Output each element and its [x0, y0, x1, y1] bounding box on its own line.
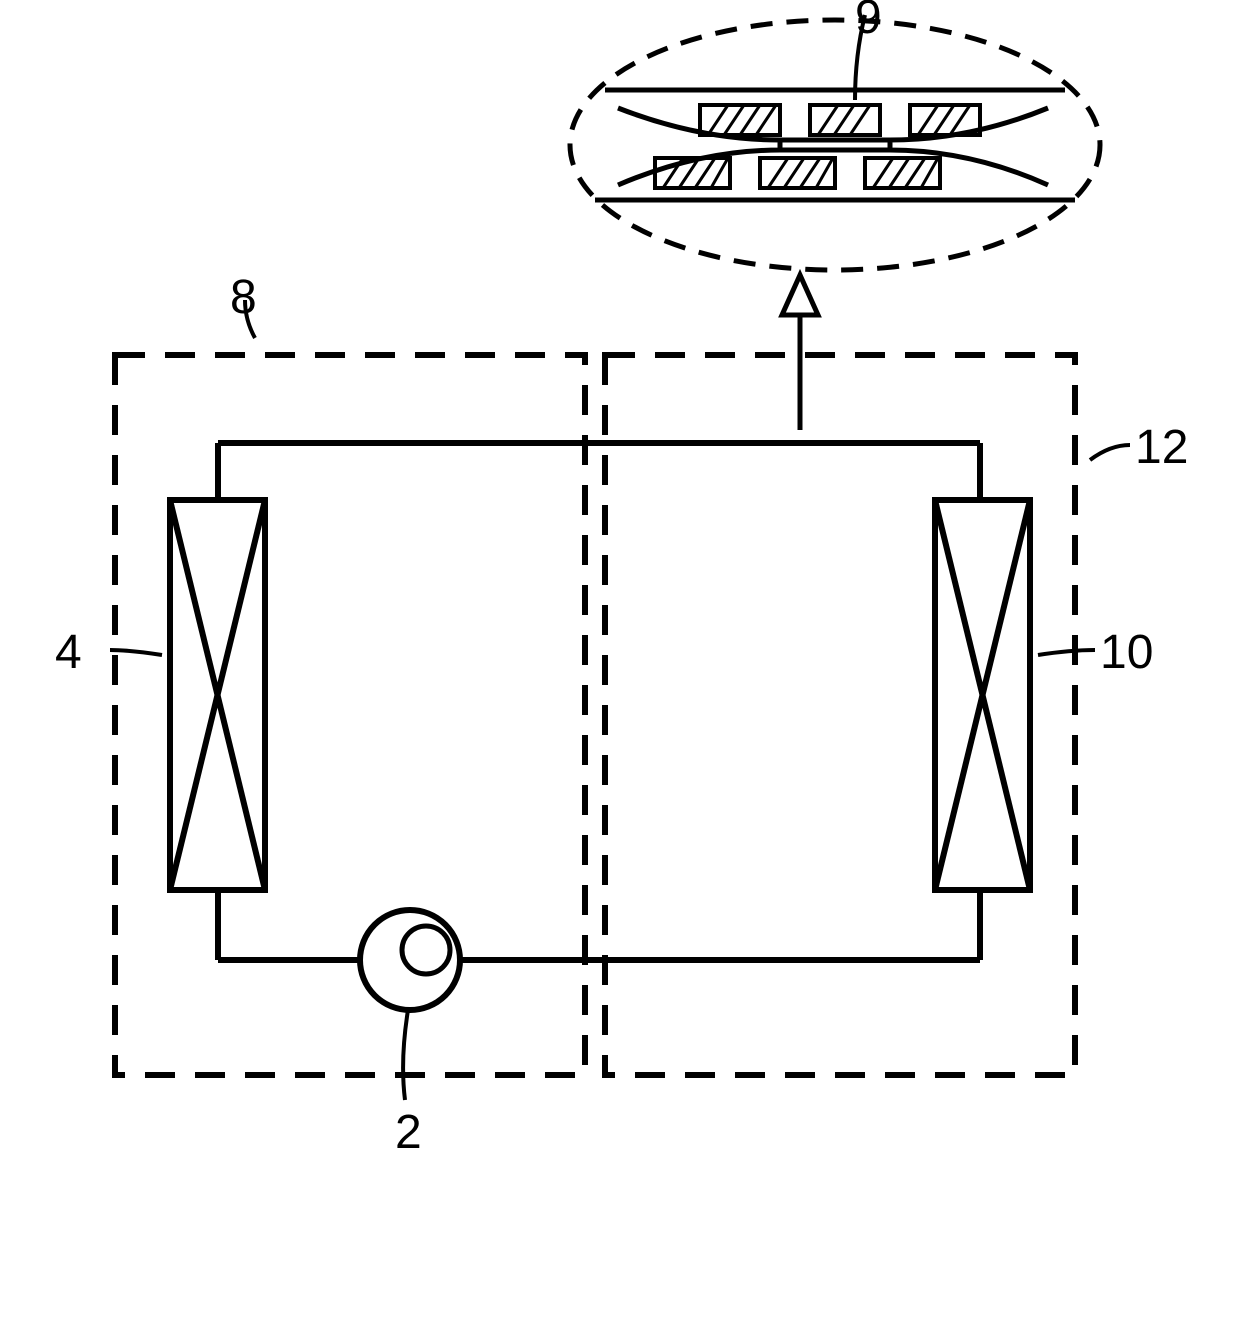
label-8: 8 [230, 270, 257, 325]
label-2: 2 [395, 1105, 422, 1160]
callout-arrow-head [782, 275, 818, 315]
label-10: 10 [1100, 625, 1153, 680]
diagram-svg [0, 0, 1260, 1312]
detail-hatch-top [700, 105, 980, 135]
leader-4 [110, 650, 162, 655]
schematic-diagram: 9 8 12 4 10 2 [0, 0, 1260, 1312]
leader-10 [1038, 650, 1095, 655]
label-9: 9 [855, 0, 882, 45]
detail-hatch-bottom [655, 158, 940, 188]
leader-12 [1090, 445, 1130, 460]
compressor-inner [402, 926, 450, 974]
label-4: 4 [55, 625, 82, 680]
detail-ellipse [570, 20, 1100, 270]
leader-compressor [403, 1010, 408, 1100]
label-12: 12 [1135, 420, 1188, 475]
